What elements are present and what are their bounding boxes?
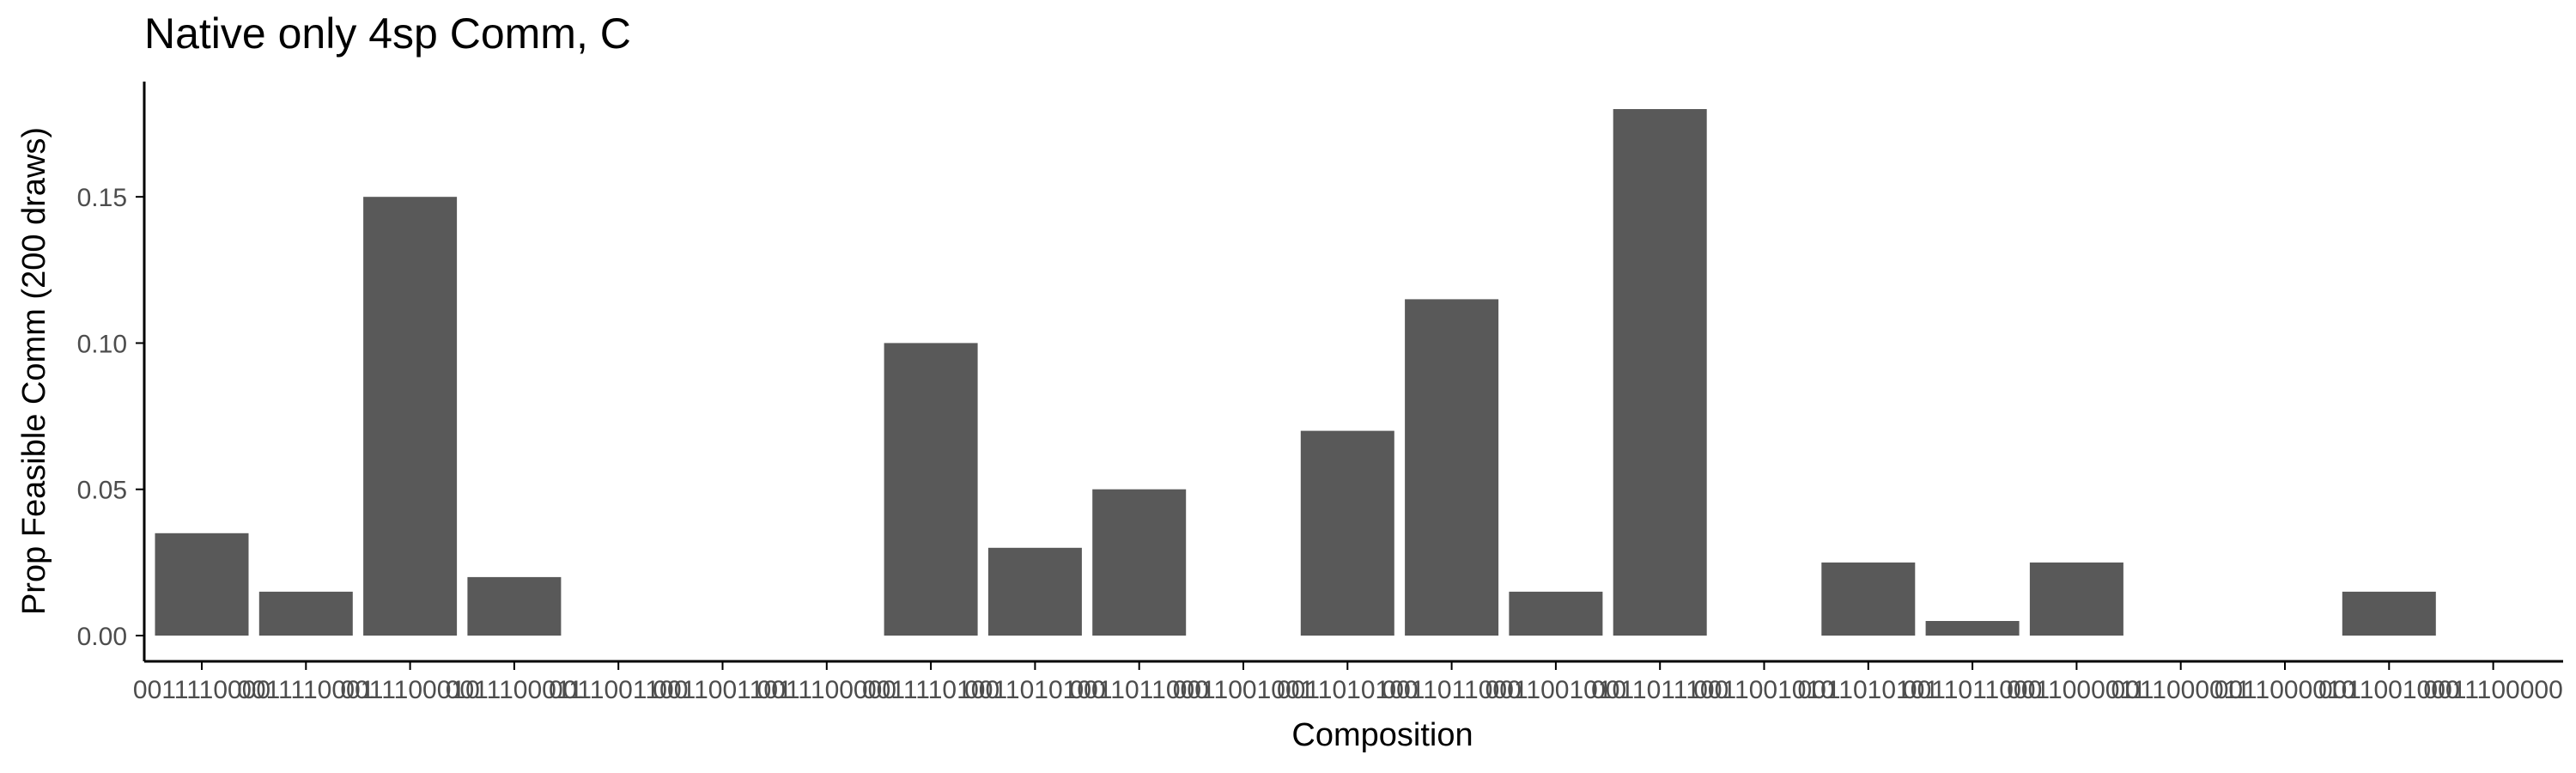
x-tick-label: 0011001000: [2318, 676, 2460, 704]
x-axis: 0011110000001111000100111000100011100011…: [133, 660, 2563, 704]
bar: [155, 533, 249, 636]
x-tick-label: 0011100010: [340, 676, 479, 704]
chart-title: Native only 4sp Comm, C: [144, 9, 631, 58]
x-axis-title: Composition: [1291, 717, 1473, 753]
x-tick-label: 0011011000: [1069, 676, 1208, 704]
x-tick-label: 0011010101: [1797, 676, 1939, 704]
bar: [1092, 489, 1187, 636]
x-tick-label: 0011100011: [446, 676, 583, 704]
x-tick-label: 0011000010: [2215, 676, 2356, 704]
bar: [1509, 591, 1603, 636]
x-tick-label: 0011110000: [133, 676, 270, 704]
bar: [1613, 109, 1707, 636]
x-tick-label: 0011100000: [757, 676, 896, 704]
x-tick-label: 0011010100: [964, 676, 1106, 704]
bar: [258, 591, 353, 636]
x-tick-label: 0011011100: [1591, 676, 1728, 704]
x-tick-label: 0011011000: [1903, 676, 2042, 704]
bars-group: [155, 109, 2436, 636]
bar: [987, 547, 1082, 636]
x-tick-label: 0011110001: [237, 676, 374, 704]
bar: [363, 197, 458, 636]
bar: [2342, 591, 2436, 636]
x-tick-label: 0011010100: [1277, 676, 1419, 704]
x-tick-label: 0011001100: [549, 676, 688, 704]
y-tick-label: 0.05: [77, 477, 127, 505]
bar: [1821, 562, 1916, 636]
y-tick-label: 0.00: [77, 623, 127, 651]
bar: [1405, 299, 1499, 636]
x-tick-label: 0011000011: [2111, 676, 2250, 704]
bar: [467, 576, 562, 636]
bar: [2029, 562, 2123, 636]
x-tick-label: 0011001101: [653, 676, 792, 704]
y-axis-title: Prop Feasible Comm (200 draws): [16, 127, 52, 615]
x-tick-label: 0011001010: [1485, 676, 1627, 704]
x-tick-label: 0011001010: [1693, 676, 1835, 704]
x-tick-label: 0011110100: [862, 676, 999, 704]
bar: [1300, 430, 1394, 636]
y-tick-label: 0.10: [77, 330, 127, 358]
y-tick-label: 0.15: [77, 184, 127, 212]
bar: [884, 343, 978, 636]
x-tick-label: 0011000011: [2007, 676, 2146, 704]
x-tick-label: 0011001001: [1173, 676, 1315, 704]
bar: [1925, 621, 2020, 636]
x-tick-label: 0011011000: [1382, 676, 1521, 704]
y-axis: 0.00 0.05 0.10 0.15: [77, 82, 146, 661]
x-tick-label: 0011100000: [2423, 676, 2562, 704]
